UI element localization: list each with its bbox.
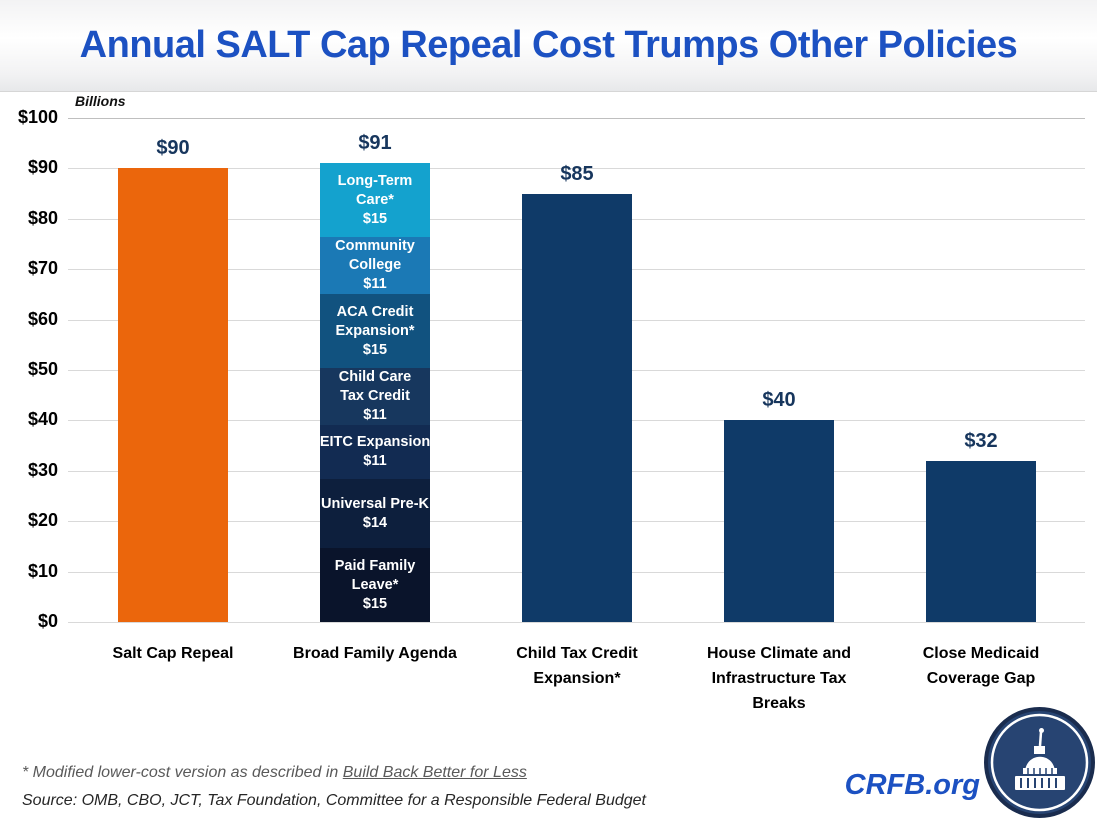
segment-label: Paid Family: [334, 557, 416, 574]
y-axis-tick-label: $70: [27, 258, 58, 279]
segment-value: $15: [362, 341, 388, 358]
category-label-broad-family-agenda: Broad Family Agenda: [293, 645, 457, 662]
capitol-building-icon: [1015, 728, 1065, 790]
bar-value-label: $85: [560, 162, 594, 185]
category-label-house-climate-and-infrastructure-tax-breaks: House Climate and Infrastructure Tax Bre…: [706, 645, 852, 712]
segment-label: Long-Term: [337, 172, 413, 189]
bar-house-climate-and-infrastructure-tax-breaks: [724, 420, 834, 622]
y-axis-tick-label: $80: [27, 207, 58, 228]
title-banner: Annual SALT Cap Repeal Cost Trumps Other…: [0, 0, 1097, 92]
source-line: Source: OMB, CBO, JCT, Tax Foundation, C…: [22, 792, 646, 809]
category-label-child-tax-credit-expansion: Child Tax Credit Expansion*: [516, 645, 638, 687]
bar-value-label: $40: [762, 389, 796, 412]
footnote-link[interactable]: Build Back Better for Less: [342, 764, 527, 781]
bar-segment-child-care-tax-credit: Child Care Tax Credit $11: [320, 368, 430, 426]
segment-label: College: [348, 257, 402, 274]
gridline: [68, 168, 1085, 170]
y-axis-tick-label: $100: [17, 107, 58, 127]
segment-value: $15: [362, 210, 388, 227]
segment-label: Leave*: [351, 576, 399, 593]
bar-segment-aca-credit-expansion: ACA Credit Expansion* $15: [320, 294, 430, 369]
chart-title: Annual SALT Cap Repeal Cost Trumps Other…: [79, 24, 1018, 66]
segment-label: Care*: [356, 191, 394, 208]
y-axis-tick-label: $60: [27, 308, 58, 329]
segment-label: Universal Pre-K: [321, 495, 429, 512]
bar-close-medicaid-coverage-gap: [926, 460, 1036, 622]
segment-label: EITC Expansion: [319, 434, 431, 451]
segment-label: Expansion*: [335, 322, 415, 339]
y-axis-tick-label: $0: [37, 611, 58, 631]
bar-broad-family-agenda: Long-Term Care* $15 Community College $11 ACA …: [320, 163, 430, 622]
y-axis-tick-label: $90: [27, 157, 58, 178]
bar-value-label: $32: [964, 429, 998, 452]
y-axis-tick-label: $50: [27, 359, 58, 379]
y-axis-tick-label: $20: [27, 510, 58, 531]
bar-salt-cap-repeal: [118, 168, 228, 622]
segment-label: Tax Credit: [340, 388, 410, 405]
segment-value: $14: [362, 514, 388, 531]
capitol-badge-icon: [984, 707, 1095, 818]
segment-value: $11: [363, 407, 387, 424]
bar-segment-universal-pre-k: Universal Pre-K $14: [320, 479, 430, 549]
bar-value-label: $91: [358, 132, 392, 155]
footnote: * Modified lower-cost version as describ…: [22, 764, 527, 782]
bar-segment-paid-family-leave: Paid Family Leave* $15: [320, 548, 430, 622]
segment-label: Child Care: [338, 369, 412, 386]
category-label-salt-cap-repeal: Salt Cap Repeal: [112, 645, 234, 662]
gridline: [68, 118, 1085, 119]
crfb-logo-text: CRFB.org: [844, 769, 980, 801]
bar-segment-community-college: Community College $11: [320, 237, 430, 295]
category-label-close-medicaid-coverage-gap: Close Medicaid Coverage Gap: [922, 645, 1040, 687]
bar-child-tax-credit-expansion: [522, 193, 632, 622]
segment-label: ACA Credit: [336, 303, 414, 320]
footnote-text: * Modified lower-cost version as describ…: [22, 764, 343, 781]
axis-unit-label: Billions: [75, 93, 126, 109]
y-axis-tick-label: $40: [27, 409, 58, 430]
y-axis-tick-label: $30: [27, 459, 58, 480]
segment-label: Community: [335, 238, 415, 255]
segment-value: $15: [362, 595, 388, 612]
bar-segment-eitc-expansion: EITC Expansion $11: [319, 425, 431, 480]
bar-value-label: $90: [156, 137, 190, 160]
segment-value: $11: [363, 453, 387, 470]
bar-segment-long-term-care: Long-Term Care* $15: [320, 163, 430, 238]
segment-value: $11: [363, 276, 387, 293]
gridline: [68, 622, 1085, 623]
y-axis-tick-label: $10: [27, 560, 58, 581]
